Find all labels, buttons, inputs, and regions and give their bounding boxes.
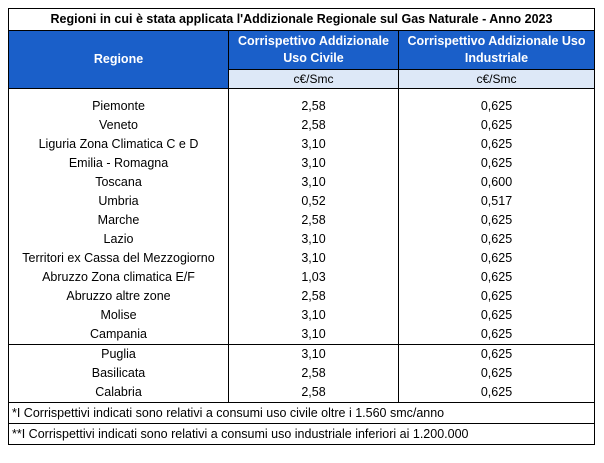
table-row: Abruzzo altre zone 2,58 0,625 bbox=[8, 287, 596, 306]
table-row: Veneto 2,58 0,625 bbox=[8, 116, 596, 135]
industrial-value-cell: 0,625 bbox=[397, 135, 596, 154]
table-row: Puglia 3,10 0,625 bbox=[8, 344, 596, 364]
industrial-value-cell: 0,625 bbox=[397, 287, 596, 306]
civil-value-cell: 2,58 bbox=[228, 383, 399, 403]
region-cell: Toscana bbox=[8, 173, 229, 192]
region-cell: Molise bbox=[8, 306, 229, 325]
civil-value-cell: 3,10 bbox=[228, 230, 399, 249]
header-region: Regione bbox=[8, 30, 229, 89]
industrial-value-cell: 0,625 bbox=[397, 364, 596, 383]
table-row: Basilicata 2,58 0,625 bbox=[8, 364, 596, 383]
header-civil: Corrispettivo Addizionale Uso Civile bbox=[228, 30, 399, 70]
table-row: Campania 3,10 0,625 bbox=[8, 325, 596, 345]
note-row: **I Corrispettivi indicati sono relativi… bbox=[7, 423, 596, 445]
civil-value-cell: 3,10 bbox=[228, 249, 399, 268]
table-row: Toscana 3,10 0,600 bbox=[8, 173, 596, 192]
industrial-value-cell: 0,625 bbox=[397, 116, 596, 135]
spacer-cell bbox=[8, 88, 229, 97]
industrial-value-cell: 0,625 bbox=[397, 268, 596, 287]
unit-industrial: c€/Smc bbox=[397, 69, 596, 89]
unit-row: c€/Smc c€/Smc bbox=[9, 69, 596, 89]
title-row: Regioni in cui è stata applicata l'Addiz… bbox=[7, 8, 596, 31]
civil-value-cell: 3,10 bbox=[228, 135, 399, 154]
industrial-value-cell: 0,625 bbox=[397, 344, 596, 364]
region-cell: Lazio bbox=[8, 230, 229, 249]
civil-value-cell: 3,10 bbox=[228, 154, 399, 173]
spacer-cell bbox=[397, 88, 596, 97]
table-row: Calabria 2,58 0,625 bbox=[8, 383, 596, 403]
industrial-value-cell: 0,625 bbox=[397, 230, 596, 249]
civil-value-cell: 2,58 bbox=[228, 97, 399, 116]
region-cell: Abruzzo Zona climatica E/F bbox=[8, 268, 229, 287]
industrial-value-cell: 0,600 bbox=[397, 173, 596, 192]
civil-value-cell: 3,10 bbox=[228, 306, 399, 325]
region-cell: Campania bbox=[8, 325, 229, 345]
civil-value-cell: 2,58 bbox=[228, 287, 399, 306]
industrial-value-cell: 0,625 bbox=[397, 211, 596, 230]
region-cell: Calabria bbox=[8, 383, 229, 403]
table-row: Molise 3,10 0,625 bbox=[8, 306, 596, 325]
industrial-value-cell: 0,625 bbox=[397, 325, 596, 345]
spacer-cell bbox=[228, 88, 399, 97]
industrial-value-cell: 0,625 bbox=[397, 97, 596, 116]
civil-value-cell: 3,10 bbox=[228, 173, 399, 192]
civil-value-cell: 2,58 bbox=[228, 364, 399, 383]
civil-value-cell: 3,10 bbox=[228, 344, 399, 364]
spacer-row bbox=[8, 88, 596, 97]
region-cell: Marche bbox=[8, 211, 229, 230]
region-cell: Territori ex Cassa del Mezzogiorno bbox=[8, 249, 229, 268]
unit-civil: c€/Smc bbox=[228, 69, 399, 89]
civil-value-cell: 2,58 bbox=[228, 211, 399, 230]
table-title: Regioni in cui è stata applicata l'Addiz… bbox=[7, 8, 596, 31]
civil-value-cell: 2,58 bbox=[228, 116, 399, 135]
table-row: Marche 2,58 0,625 bbox=[8, 211, 596, 230]
gas-surcharge-table: Regioni in cui è stata applicata l'Addiz… bbox=[7, 8, 596, 445]
table-row: Abruzzo Zona climatica E/F 1,03 0,625 bbox=[8, 268, 596, 287]
table-row: Territori ex Cassa del Mezzogiorno 3,10 0,… bbox=[8, 249, 596, 268]
industrial-value-cell: 0,625 bbox=[397, 249, 596, 268]
industrial-value-cell: 0,625 bbox=[397, 306, 596, 325]
civil-value-cell: 1,03 bbox=[228, 268, 399, 287]
industrial-value-cell: 0,517 bbox=[397, 192, 596, 211]
region-cell: Puglia bbox=[8, 344, 229, 364]
header-industrial: Corrispettivo Addizionale Uso Industrial… bbox=[397, 30, 596, 70]
table-row: Liguria Zona Climatica C e D 3,10 0,625 bbox=[8, 135, 596, 154]
region-cell: Liguria Zona Climatica C e D bbox=[8, 135, 229, 154]
region-cell: Umbria bbox=[8, 192, 229, 211]
footnote: *I Corrispettivi indicati sono relativi … bbox=[7, 402, 596, 424]
civil-value-cell: 3,10 bbox=[228, 325, 399, 345]
table-row: Piemonte 2,58 0,625 bbox=[8, 97, 596, 116]
civil-value-cell: 0,52 bbox=[228, 192, 399, 211]
region-cell: Abruzzo altre zone bbox=[8, 287, 229, 306]
table-row: Lazio 3,10 0,625 bbox=[8, 230, 596, 249]
table-row: Emilia - Romagna 3,10 0,625 bbox=[8, 154, 596, 173]
region-cell: Basilicata bbox=[8, 364, 229, 383]
note-row: *I Corrispettivi indicati sono relativi … bbox=[7, 402, 596, 424]
industrial-value-cell: 0,625 bbox=[397, 154, 596, 173]
industrial-value-cell: 0,625 bbox=[397, 383, 596, 403]
footnote: **I Corrispettivi indicati sono relativi… bbox=[7, 423, 596, 445]
region-cell: Veneto bbox=[8, 116, 229, 135]
header-row: Regione Corrispettivo Addizionale Uso Ci… bbox=[8, 30, 596, 89]
table-row: Umbria 0,52 0,517 bbox=[8, 192, 596, 211]
region-cell: Piemonte bbox=[8, 97, 229, 116]
gas-surcharge-table-container: Regioni in cui è stata applicata l'Addiz… bbox=[7, 8, 596, 445]
region-cell: Emilia - Romagna bbox=[8, 154, 229, 173]
